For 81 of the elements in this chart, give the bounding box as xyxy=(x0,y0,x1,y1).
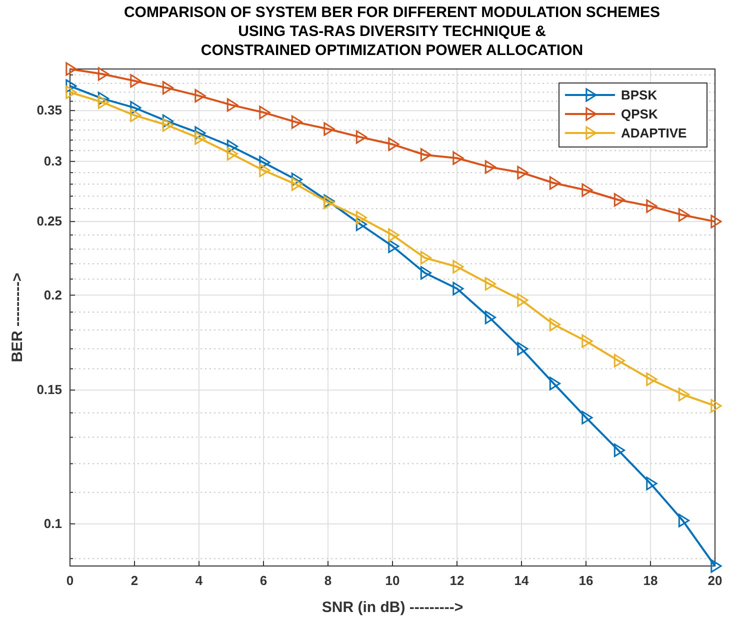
point xyxy=(66,62,77,76)
point xyxy=(162,81,174,95)
point xyxy=(194,126,206,140)
point xyxy=(98,67,109,81)
y-axis-title: BER ---------> xyxy=(9,272,26,362)
point xyxy=(517,293,528,307)
point xyxy=(291,115,302,129)
y-tick-label: 0.1 xyxy=(44,516,62,531)
point xyxy=(614,354,625,368)
y-tick-label: 0.15 xyxy=(36,382,62,398)
point xyxy=(646,199,658,213)
point xyxy=(517,342,528,356)
point xyxy=(226,140,238,154)
point xyxy=(291,177,302,191)
legend-label: BPSK xyxy=(621,88,658,102)
point xyxy=(452,282,464,296)
point xyxy=(130,101,142,114)
point xyxy=(130,74,142,88)
point xyxy=(194,131,206,145)
point xyxy=(226,147,238,161)
point xyxy=(259,156,270,170)
x-tick-label: 18 xyxy=(643,573,658,588)
x-tick-label: 10 xyxy=(385,573,400,588)
point xyxy=(162,118,174,132)
point xyxy=(710,559,722,573)
y-tick-label: 0.2 xyxy=(44,287,62,302)
point xyxy=(388,228,400,242)
point xyxy=(452,151,464,165)
x-tick-label: 12 xyxy=(450,573,464,588)
point xyxy=(484,310,496,324)
point xyxy=(678,388,690,402)
y-tick-label: 0.25 xyxy=(36,214,62,229)
x-axis-title: SNR (in dB) ---------> xyxy=(322,599,464,616)
point xyxy=(98,95,109,109)
point xyxy=(646,372,658,386)
x-tick-label: 14 xyxy=(514,573,530,588)
point xyxy=(356,210,367,224)
point xyxy=(259,106,270,120)
point xyxy=(356,130,367,144)
point xyxy=(646,476,658,490)
point xyxy=(582,183,593,197)
x-tick-label: 4 xyxy=(195,573,204,588)
x-tick-label: 20 xyxy=(708,573,722,588)
point xyxy=(549,176,560,190)
y-tick-label: 0.3 xyxy=(44,154,62,169)
point xyxy=(66,85,77,99)
point xyxy=(452,260,464,274)
x-tick-label: 16 xyxy=(578,573,594,588)
point xyxy=(710,214,722,228)
point xyxy=(259,164,270,178)
point xyxy=(582,410,593,424)
chart-title: COMPARISON OF SYSTEM BER FOR DIFFERENT MODULATION SCHEMES USING TAS-RAS DIVERSITY TECHNIQUE & CONSTRAINED OPTIMIZATION POWER ALLOCATION xyxy=(124,4,660,59)
x-tick-label: 8 xyxy=(324,573,332,588)
x-tick-label: 0 xyxy=(66,573,74,588)
point xyxy=(226,98,238,112)
point xyxy=(614,193,625,207)
point xyxy=(324,122,335,136)
x-tick-label: 2 xyxy=(130,573,138,588)
point xyxy=(582,334,593,348)
legend-label: ADAPTIVE xyxy=(621,126,688,140)
point xyxy=(484,277,496,291)
point xyxy=(678,208,690,222)
point xyxy=(710,399,722,413)
point xyxy=(614,443,625,457)
point xyxy=(356,217,367,231)
y-tick-label: 0.35 xyxy=(36,102,62,118)
point xyxy=(420,148,432,162)
point xyxy=(420,266,432,280)
point xyxy=(420,251,432,265)
point xyxy=(388,239,400,253)
point xyxy=(130,108,142,122)
x-tick-label: 6 xyxy=(260,573,268,588)
point xyxy=(549,376,560,390)
point xyxy=(66,79,77,93)
point xyxy=(678,514,690,528)
point xyxy=(388,138,400,152)
legend-label: QPSK xyxy=(621,106,658,122)
point xyxy=(549,318,560,332)
point xyxy=(194,89,206,103)
point xyxy=(517,166,528,180)
point xyxy=(484,160,496,174)
